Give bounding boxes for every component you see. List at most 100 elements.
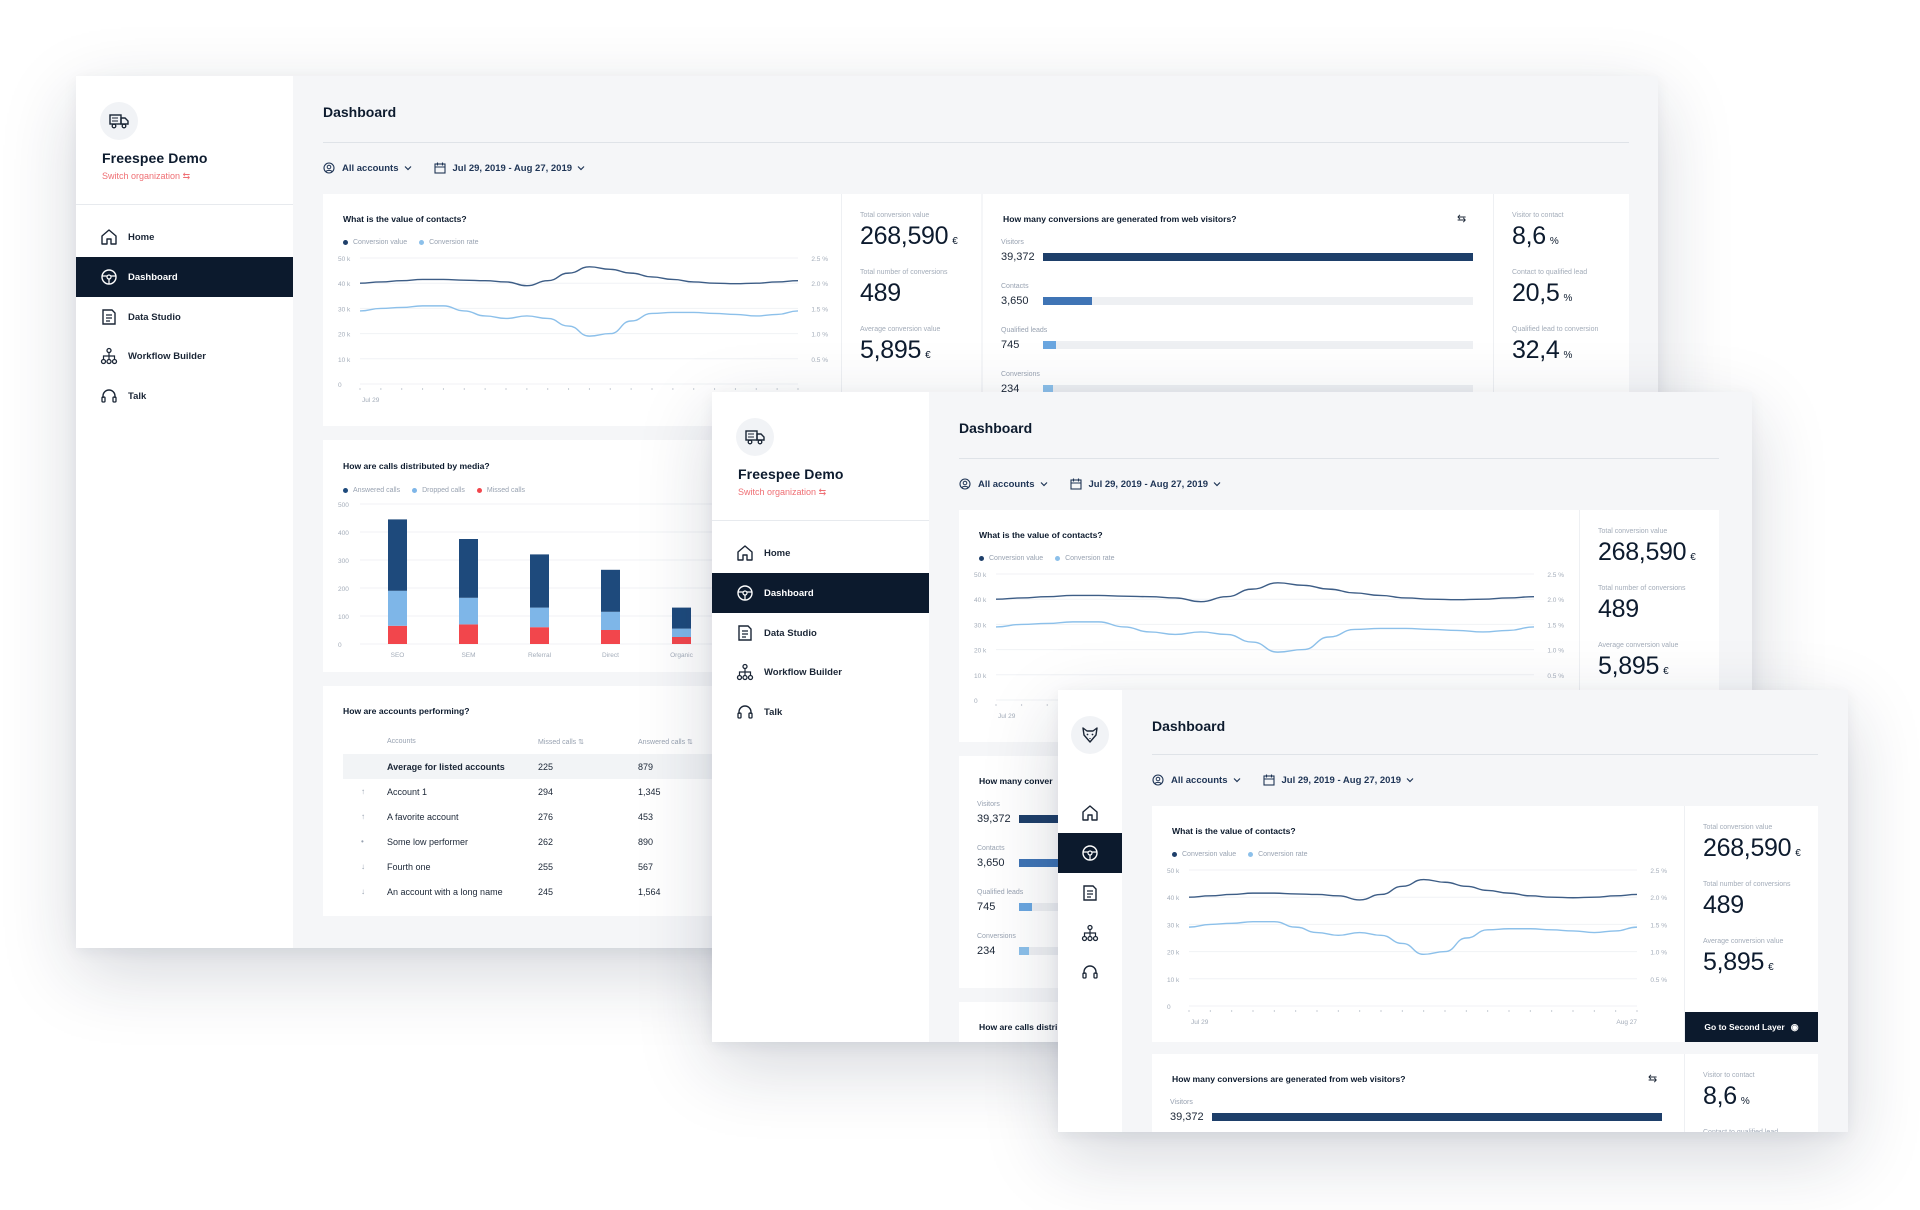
kpi-label: Total conversion value: [1598, 528, 1668, 535]
row-answered: 879: [638, 762, 654, 772]
kpi-unit: €: [1663, 666, 1669, 677]
funnel-bar: [1019, 859, 1069, 867]
kpi-value: 8,6%: [1703, 1082, 1755, 1111]
conversion-funnel: Visitors 39,372: [1152, 1099, 1672, 1132]
y-tick-right: 1.0 %: [811, 332, 828, 339]
legend-item: Dropped calls: [412, 487, 465, 494]
funnel-track: [1043, 341, 1473, 349]
funnel-row: Contacts 3,650: [1001, 283, 1473, 307]
date-range-filter[interactable]: Jul 29, 2019 - Aug 27, 2019: [1069, 478, 1222, 490]
contacts-line-chart: 50 k 40 k 30 k 20 k 10 k 0 2.5 % 2.0 % 1.5 % 1.0 …: [338, 256, 828, 404]
row-name: Average for listed accounts: [387, 762, 505, 772]
y-tick-right: 1.5 %: [1547, 622, 1564, 629]
accounts-filter[interactable]: All accounts: [323, 162, 412, 174]
sidebar-item-dashboard[interactable]: [1058, 833, 1122, 873]
table-row[interactable]: ↓ Fourth one 255 567: [343, 854, 1103, 879]
column-header-answered-calls[interactable]: Answered calls ⇅: [638, 738, 693, 746]
switch-organization-link[interactable]: Switch organization ⇆: [102, 171, 190, 182]
kpi-qualified-lead-to-conversion: Qualified lead to conversion 32,4%: [1512, 326, 1598, 365]
sidebar-item-home[interactable]: [1058, 793, 1122, 833]
switch-organization-link[interactable]: Switch organization ⇆: [738, 487, 826, 498]
swap-icon[interactable]: ⇆: [1457, 213, 1467, 225]
funnel-row: Visitors 39,372: [977, 801, 1449, 825]
sidebar-item-talk[interactable]: Talk: [712, 692, 929, 732]
sidebar-collapsed: [1058, 690, 1122, 1132]
title-divider: [1152, 754, 1818, 755]
column-header-accounts[interactable]: Accounts: [387, 738, 416, 745]
title-divider: [959, 458, 1719, 459]
series-line-conversion-rate: [359, 305, 799, 337]
sidebar-item-dashboard[interactable]: Dashboard: [712, 573, 929, 613]
accounts-filter[interactable]: All accounts: [959, 478, 1048, 490]
kpi-panel: Total conversion value 268,590 € Total num…: [1579, 510, 1719, 742]
row-name: Some low performer: [387, 837, 469, 847]
kpi-unit: €: [925, 350, 931, 361]
bar-dropped-calls: [672, 628, 691, 637]
bar-dropped-calls: [601, 611, 620, 630]
kpi-label: Qualified lead to conversion: [1512, 326, 1599, 333]
chevron-down-icon: [577, 166, 585, 171]
sidebar-item-home[interactable]: Home: [712, 533, 929, 573]
legend-label: Missed calls: [486, 487, 526, 494]
card-title: How are accounts performing?: [343, 706, 470, 716]
column-header-missed-calls[interactable]: Missed calls ⇅: [538, 738, 584, 746]
switch-organization-label[interactable]: Switch organization: [738, 487, 817, 497]
org-logo: [100, 102, 138, 140]
sidebar-item-talk[interactable]: Talk: [76, 376, 293, 416]
trend-down-icon: ↓: [361, 862, 365, 871]
sidebar-item-label: Home: [764, 547, 791, 559]
sidebar-item-dashboard[interactable]: Dashboard: [76, 257, 293, 297]
kpi-unit: %: [1549, 236, 1559, 247]
funnel-label: Conversions: [1001, 371, 1040, 378]
accounts-filter-label: All accounts: [1171, 774, 1228, 786]
report-icon: [102, 309, 116, 325]
date-range-filter[interactable]: Jul 29, 2019 - Aug 27, 2019: [433, 162, 586, 174]
kpi-number: 5,895: [1703, 948, 1765, 976]
sidebar-item-workflow-builder[interactable]: Workflow Builder: [76, 336, 293, 376]
table-row[interactable]: ↑ Account 1 294 1,345: [343, 779, 1103, 804]
contacts-value-card: What is the value of contacts? Conversio…: [323, 194, 981, 426]
funnel-label: Qualified leads: [1001, 327, 1048, 334]
sidebar-item-home[interactable]: Home: [76, 217, 293, 257]
swap-icon[interactable]: ⇆: [1648, 1073, 1658, 1085]
y-tick-right: 0.5 %: [1650, 977, 1667, 984]
switch-organization-label[interactable]: Switch organization: [102, 171, 181, 181]
kpi-total-conversion-value: Total conversion value 268,590 €: [860, 212, 958, 251]
go-to-second-layer-button[interactable]: Go to Second Layer ◉: [1685, 1012, 1818, 1042]
workflow-icon: [736, 663, 754, 681]
kpi-label: Contact to qualified lead: [1703, 1129, 1778, 1132]
bar-dropped-calls: [388, 590, 407, 626]
sidebar-item-workflow-builder[interactable]: [1058, 913, 1122, 953]
sidebar-item-data-studio[interactable]: [1058, 873, 1122, 913]
sidebar-item-workflow-builder[interactable]: Workflow Builder: [712, 652, 929, 692]
date-range-filter[interactable]: Jul 29, 2019 - Aug 27, 2019: [1262, 774, 1415, 786]
y-tick-left: 30 k: [974, 622, 987, 629]
legend-item: Conversion value: [343, 239, 407, 246]
kpi-contact-to-qualified-lead: Contact to qualified lead: [1703, 1129, 1778, 1132]
accounts-filter[interactable]: All accounts: [1152, 774, 1241, 786]
funnel-bar: [1043, 253, 1473, 261]
web-conversions-card: How many conversions are generated from …: [1152, 1054, 1818, 1132]
page-title: Dashboard: [323, 104, 397, 120]
org-logo: [1071, 716, 1109, 754]
kpi-label: Visitor to contact: [1703, 1072, 1755, 1079]
kpi-total-conversion-value: Total conversion value 268,590 €: [1598, 528, 1696, 567]
steering-wheel-icon: [101, 269, 117, 285]
sidebar-item-label: Data Studio: [764, 627, 817, 639]
truck-icon: [109, 114, 129, 129]
funnel-value: 3,650: [1001, 295, 1029, 307]
sidebar-item-data-studio[interactable]: Data Studio: [76, 297, 293, 337]
funnel-row: Visitors 39,372: [1001, 239, 1473, 263]
funnel-value: 39,372: [977, 813, 1011, 825]
sidebar-item-talk[interactable]: [1058, 952, 1122, 992]
workflow-icon: [1081, 924, 1099, 942]
kpi-label: Average conversion value: [1598, 642, 1679, 649]
sidebar-item-data-studio[interactable]: Data Studio: [712, 613, 929, 653]
table-row[interactable]: • Some low performer 262 890: [343, 829, 1103, 854]
headset-icon: [101, 389, 117, 403]
table-row[interactable]: ↑ A favorite account 276 453: [343, 804, 1103, 829]
chart-legend: Conversion value Conversion rate: [979, 555, 1127, 562]
kpi-contact-to-qualified-lead: Contact to qualified lead 20,5%: [1512, 269, 1587, 308]
table-row[interactable]: ↓ An account with a long name 245 1,564: [343, 879, 1103, 904]
kpi-panel: Total conversion value 268,590 € Total num…: [1684, 806, 1818, 1042]
